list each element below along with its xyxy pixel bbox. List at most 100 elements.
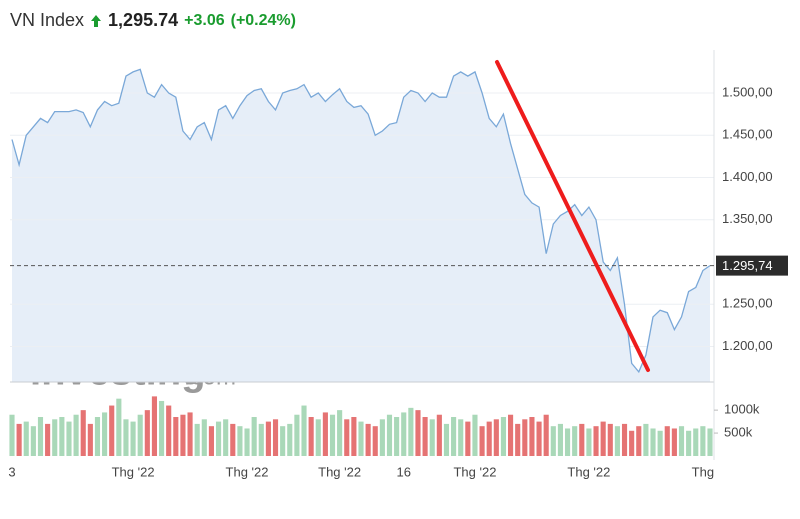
volume-bar [265, 421, 271, 456]
annotation-line [495, 60, 650, 372]
volume-bar [543, 414, 549, 456]
volume-bar [144, 410, 150, 456]
volume-bar [337, 410, 343, 456]
volume-bar [614, 426, 620, 456]
volume-bar [166, 405, 172, 456]
volume-bar [208, 426, 214, 456]
volume-bar [294, 414, 300, 456]
volume-bar [130, 421, 136, 456]
volume-bar [315, 419, 321, 456]
x-tick-label: Thg '22 [453, 464, 496, 479]
volume-bar [700, 426, 706, 456]
volume-bar [365, 423, 371, 456]
volume-bar [187, 412, 193, 456]
x-tick-label: Thg [692, 464, 714, 479]
index-name: VN Index [10, 10, 85, 30]
volume-bar [258, 423, 264, 456]
volume-bar [201, 419, 207, 456]
index-change: +3.06 [184, 11, 225, 29]
index-change-pct: (+0.24%) [230, 11, 296, 29]
volume-bar [564, 428, 571, 456]
volume-bar [272, 419, 279, 456]
header: VN Index 1,295.74 +3.06 (+0.24%) [10, 10, 296, 31]
volume-bar [621, 423, 628, 456]
volume-bar [529, 417, 535, 456]
volume-bar [159, 400, 165, 456]
volume-bar [479, 426, 485, 456]
volume-bar [607, 423, 613, 456]
volume-bar [280, 426, 286, 456]
volume-bar [116, 398, 122, 456]
volume-bar [23, 421, 29, 456]
up-arrow [91, 14, 102, 27]
volume-bar [379, 419, 385, 456]
volume-bar [572, 426, 578, 456]
volume-bar [66, 421, 72, 456]
x-tick-label: 16 [397, 464, 411, 479]
volume-bar [451, 417, 457, 456]
y-tick-label: 1.450,00 [722, 127, 773, 142]
volume-bar [686, 430, 692, 456]
x-tick-label: Thg '22 [318, 464, 361, 479]
volume-bar [394, 417, 400, 456]
volume-bar [515, 423, 521, 456]
volume-bar [550, 426, 556, 456]
y-tick-label: 1.500,00 [722, 84, 773, 99]
volume-bar [287, 423, 293, 456]
volume-bar [94, 417, 101, 456]
volume-bar [522, 419, 528, 456]
volume-bar [109, 405, 115, 456]
volume-bar [664, 426, 670, 456]
volume-bar [472, 414, 478, 456]
volume-bar [386, 414, 393, 456]
volume-bar [237, 426, 243, 456]
volume-bar [643, 423, 649, 456]
volume-bar [401, 412, 407, 456]
index-price: 1,295.74 [108, 10, 179, 30]
volume-bar [351, 417, 357, 456]
volume-bar [493, 419, 499, 456]
volume-bar [180, 414, 186, 456]
volume-bar [358, 421, 364, 456]
volume-bar [415, 410, 421, 456]
volume-bar [9, 414, 15, 456]
y-tick-label: 1.400,00 [722, 169, 773, 184]
volume-bar [508, 414, 514, 456]
volume-bar [73, 414, 79, 456]
volume-bar [586, 428, 592, 456]
volume-bar [408, 407, 414, 456]
volume-bar [657, 430, 663, 456]
price-area [12, 69, 710, 383]
volume-bar [37, 417, 44, 456]
volume-bar [436, 414, 442, 456]
volume-bar [557, 423, 563, 456]
volume-bar [629, 430, 635, 456]
volume-bar [329, 414, 336, 456]
last-price-box [716, 255, 788, 276]
volume-bar [137, 414, 143, 456]
volume-bar [579, 423, 585, 456]
volume-bar [301, 405, 307, 456]
volume-bar [693, 428, 699, 456]
x-tick-label: Thg '22 [567, 464, 610, 479]
x-tick-label: 3 [8, 464, 15, 479]
volume-bar [308, 417, 314, 456]
volume-bar [151, 396, 158, 456]
volume-bar [536, 421, 542, 456]
volume-bar [678, 426, 685, 456]
volume-bar [80, 410, 86, 456]
y-tick-label: 1.250,00 [722, 296, 773, 311]
volume-bar [102, 412, 108, 456]
volume-bar [45, 423, 51, 456]
last-price-label: 1.295,74 [722, 258, 773, 273]
x-tick-label: Thg '22 [226, 464, 269, 479]
volume-bar [636, 426, 642, 456]
volume-bar [230, 423, 236, 456]
y2-tick-label: 500k [724, 425, 753, 440]
volume-bar [223, 419, 229, 456]
volume-bar [52, 419, 58, 456]
volume-bar [593, 426, 599, 456]
y2-tick-label: 1000k [724, 402, 760, 417]
volume-bar [16, 423, 22, 456]
